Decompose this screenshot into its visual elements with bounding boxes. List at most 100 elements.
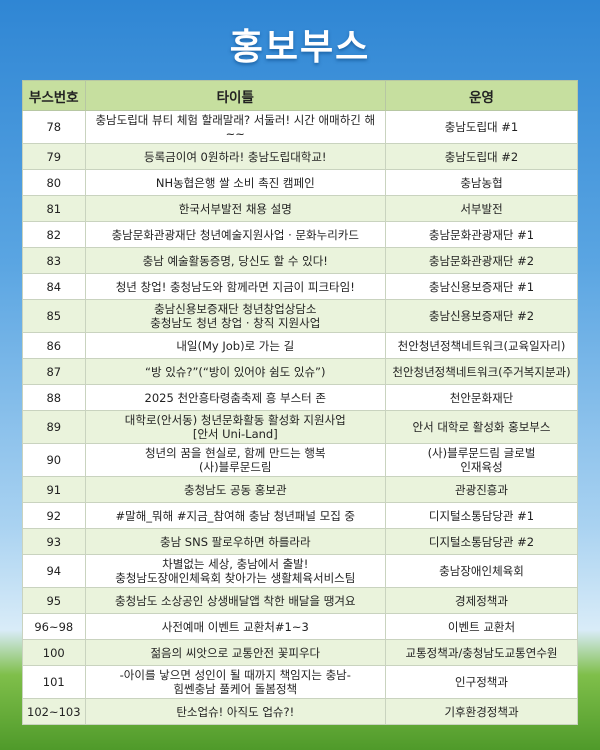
booth-number: 87 [22,358,86,385]
operator-line: 이벤트 교환처 [447,619,516,634]
booth-number: 93 [22,528,86,555]
title-line: 청년의 꿈을 현실로, 함께 만드는 행복 [144,446,326,460]
title-line: 충남 예술활동증명, 당신도 할 수 있다! [142,253,328,268]
booth-row: 86 내일(My Job)로 가는 길 천안청년정책네트워크(교육일자리) [22,332,578,359]
booth-row: 94 차별없는 세상, 충남에서 출발! 충청남도장애인체육회 찾아가는 생활체육서… [22,554,578,588]
booth-title: 차별없는 세상, 충남에서 출발! 충청남도장애인체육회 찾아가는 생활체육서비스… [84,554,387,588]
operator-line: 충남문화관광재단 #2 [428,253,535,268]
booth-operator: 이벤트 교환처 [385,613,578,640]
booth-title: 2025 천안흥타령춤축제 흥 부스터 존 [84,384,387,411]
booth-title: 등록금이여 0원하라! 충남도립대학교! [84,143,387,170]
booth-row: 93 충남 SNS 팔로우하면 하를라라 디지털소통담당관 #2 [22,528,578,555]
title-line: 한국서부발전 채용 설명 [178,201,292,216]
operator-line: 천안청년정책네트워크(교육일자리) [397,338,566,353]
booth-row: 100 젊음의 씨앗으로 교통안전 꽃피우다 교통정책과/충청남도교통연수원 [22,639,578,666]
booth-title: “방 있슈?”(“방이 있어야 쉼도 있슈”) [84,358,387,385]
booth-title: #말해_뭐해 #지금_참여해 충남 청년패널 모집 중 [84,502,387,529]
operator-line: 충남문화관광재단 #1 [428,227,535,242]
operator-line: 관광진흥과 [455,482,508,497]
booth-operator: 천안청년정책네트워크(주거복지분과) [385,358,578,385]
booth-title: -아이를 낳으면 성인이 될 때까지 책임지는 충남- 힘쎈충남 풀케어 돌봄정책 [84,665,387,699]
booth-operator: 관광진흥과 [385,476,578,503]
operator-line: 충남도립대 #1 [444,120,519,134]
booth-number: 90 [22,443,86,477]
booth-number: 86 [22,332,86,359]
booth-number: 91 [22,476,86,503]
booth-number: 83 [22,247,86,274]
booth-row: 96~98 사전예매 이벤트 교환처#1~3 이벤트 교환처 [22,613,578,640]
booth-row: 82 충남문화관광재단 청년예술지원사업 · 문화누리카드 충남문화관광재단 #1 [22,221,578,248]
title-line: [안서 Uni-Land] [192,427,278,441]
operator-line: 충남도립대 #2 [444,149,519,164]
booth-title: 충남문화관광재단 청년예술지원사업 · 문화누리카드 [84,221,387,248]
operator-line: 서부발전 [460,201,503,216]
title-line: 사전예매 이벤트 교환처#1~3 [161,619,309,634]
booth-title: 젊음의 씨앗으로 교통안전 꽃피우다 [84,639,387,666]
booth-operator: 충남도립대 #2 [385,143,578,170]
booth-title: 충청남도 소상공인 상생배달앱 착한 배달을 땡겨요 [84,587,387,614]
booth-title: 충남도립대 뷰티 체험 할래말래? 서둘러! 시간 애매하긴 해~~ [84,110,387,144]
booth-title: 청년의 꿈을 현실로, 함께 만드는 행복 (사)블루문드림 [84,443,387,477]
booth-row: 102~103 탄소업슈! 아직도 업슈?! 기후환경정책과 [22,698,578,725]
operator-line: 인구정책과 [455,675,508,689]
page-title: 홍보부스 [229,27,371,68]
operator-line: (사)블루문드림 글로벌 [427,446,536,460]
column-header: 타이틀 [84,80,387,111]
booth-operator: 충남신용보증재단 #2 [385,299,578,333]
booth-row: 92 #말해_뭐해 #지금_참여해 충남 청년패널 모집 중 디지털소통담당관 #1 [22,502,578,529]
operator-line: 기후환경정책과 [444,704,519,719]
booth-row: 85 충남신용보증재단 청년창업상담소 충청남도 청년 창업 · 창직 지원사업 충남… [22,299,578,333]
title-line: 내일(My Job)로 가는 길 [176,338,295,353]
booth-number: 100 [22,639,86,666]
title-line: 힘쎈충남 풀케어 돌봄정책 [173,682,298,696]
booth-row: 80 NH농협은행 쌀 소비 촉진 캠페인 충남농협 [22,169,578,196]
operator-line: 천안문화재단 [449,390,514,405]
booth-number: 88 [22,384,86,411]
booth-number: 82 [22,221,86,248]
booth-operator: 충남장애인체육회 [385,554,578,588]
title-line: (사)블루문드림 [199,460,272,474]
title-line: 청년 창업! 충청남도와 함께라면 지금이 피크타임! [115,279,355,294]
title-line: 등록금이여 0원하라! 충남도립대학교! [144,149,327,164]
operator-line: 경제정책과 [455,593,508,608]
booth-row: 101 -아이를 낳으면 성인이 될 때까지 책임지는 충남- 힘쎈충남 풀케어 돌… [22,665,578,699]
booth-table: 부스번호 타이틀 운영 78 충남도립대 뷰티 체험 할래말래? 서둘러! 시간 … [22,80,578,725]
title-line: 대학로(안서동) 청년문화활동 활성화 지원사업 [124,413,346,427]
booth-row: 79 등록금이여 0원하라! 충남도립대학교! 충남도립대 #2 [22,143,578,170]
operator-line: 디지털소통담당관 #2 [428,534,535,549]
title-line: 충남문화관광재단 청년예술지원사업 · 문화누리카드 [111,227,359,242]
column-header: 운영 [385,80,578,111]
operator-line: 교통정책과/충청남도교통연수원 [405,645,558,660]
title-line: #말해_뭐해 #지금_참여해 충남 청년패널 모집 중 [115,508,356,523]
title-line: 충청남도 소상공인 상생배달앱 착한 배달을 땡겨요 [115,593,356,608]
booth-title: 탄소업슈! 아직도 업슈?! [84,698,387,725]
booth-number: 78 [22,110,86,144]
operator-line: 디지털소통담당관 #1 [428,508,535,523]
operator-line: 안서 대학로 활성화 홍보부스 [412,420,551,434]
title-line: 충청남도장애인체육회 찾아가는 생활체육서비스팀 [115,571,356,585]
booth-number: 92 [22,502,86,529]
title-line: 충남도립대 뷰티 체험 할래말래? 서둘러! 시간 애매하긴 해~~ [95,113,376,141]
booth-number: 81 [22,195,86,222]
booth-number: 102~103 [22,698,86,725]
title-line: 젊음의 씨앗으로 교통안전 꽃피우다 [150,645,321,660]
booth-operator: 안서 대학로 활성화 홍보부스 [385,410,578,444]
operator-line: 충남신용보증재단 #1 [428,279,535,294]
booth-row: 78 충남도립대 뷰티 체험 할래말래? 서둘러! 시간 애매하긴 해~~ 충남도립… [22,110,578,144]
operator-line: 인재육성 [460,460,503,474]
booth-number: 85 [22,299,86,333]
booth-operator: 서부발전 [385,195,578,222]
booth-row: 89 대학로(안서동) 청년문화활동 활성화 지원사업 [안서 Uni-Land] 안… [22,410,578,444]
booth-operator: 인구정책과 [385,665,578,699]
booth-operator: 충남농협 [385,169,578,196]
title-line: -아이를 낳으면 성인이 될 때까지 책임지는 충남- [119,668,351,682]
booth-operator: 충남도립대 #1 [385,110,578,144]
booth-row: 95 충청남도 소상공인 상생배달앱 착한 배달을 땡겨요 경제정책과 [22,587,578,614]
title-line: 충남 SNS 팔로우하면 하를라라 [159,534,311,549]
operator-line: 충남장애인체육회 [439,564,524,578]
booth-operator: 충남신용보증재단 #1 [385,273,578,300]
title-line: NH농협은행 쌀 소비 촉진 캠페인 [155,175,315,190]
booth-title: 한국서부발전 채용 설명 [84,195,387,222]
title-line: 차별없는 세상, 충남에서 출발! [162,557,309,571]
